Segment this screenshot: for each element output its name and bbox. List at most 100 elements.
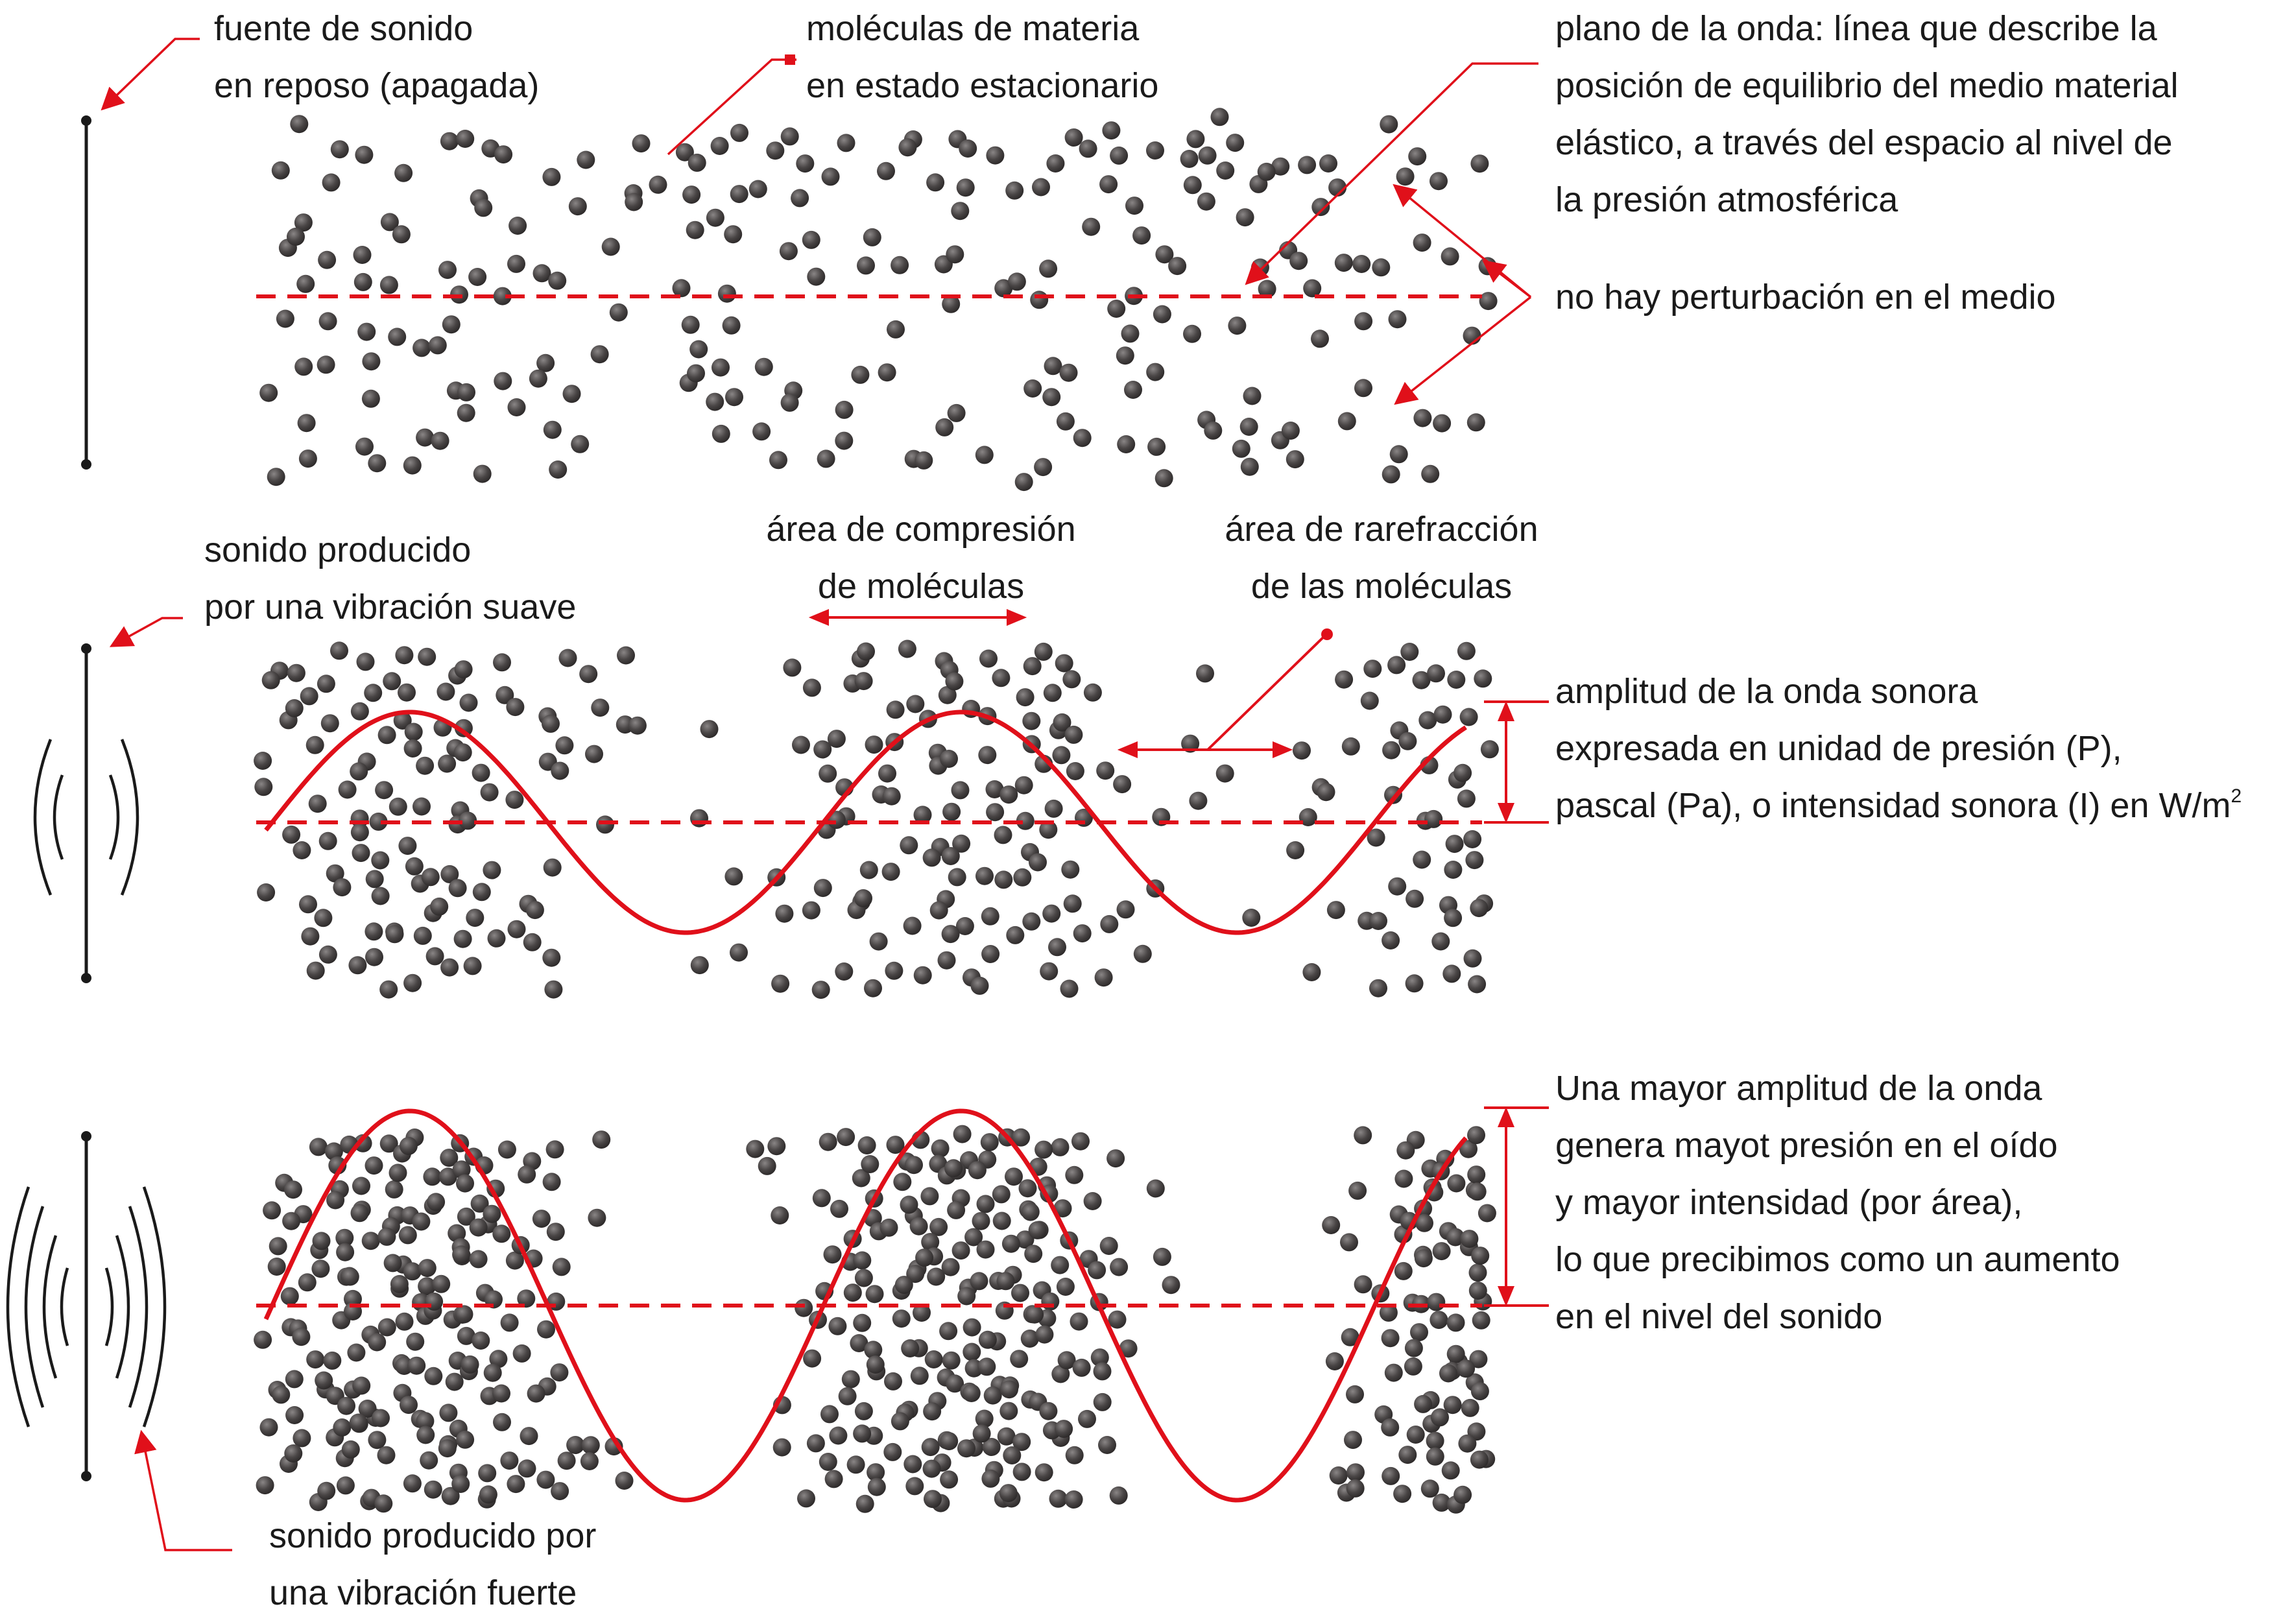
molecule <box>1042 904 1061 923</box>
molecule <box>922 1459 941 1478</box>
molecule <box>1398 732 1417 750</box>
molecule <box>596 815 614 834</box>
molecule <box>300 687 318 706</box>
molecule <box>1394 1261 1413 1280</box>
molecule <box>507 1475 525 1494</box>
molecule <box>712 424 730 443</box>
molecule <box>1382 1466 1400 1485</box>
molecule <box>795 1298 813 1317</box>
molecule <box>365 948 383 966</box>
molecule <box>1090 1348 1109 1367</box>
molecule <box>812 1189 831 1208</box>
molecule <box>493 653 511 672</box>
molecule <box>1326 901 1345 920</box>
molecule <box>939 1322 958 1341</box>
molecule <box>442 315 461 334</box>
rarefaction-bracket <box>1117 628 1333 758</box>
molecule <box>372 1409 390 1427</box>
molecule <box>886 700 905 719</box>
molecule <box>1051 1365 1070 1383</box>
molecule <box>1458 1434 1477 1453</box>
amplitude-label: amplitud de la onda sonora expresada en … <box>1555 672 2242 825</box>
molecule <box>981 1469 1000 1488</box>
molecule <box>1454 763 1472 782</box>
molecule <box>1110 1258 1129 1276</box>
molecule <box>1393 1485 1412 1503</box>
molecule <box>580 1452 599 1470</box>
molecule <box>468 268 487 286</box>
molecule <box>1040 962 1059 981</box>
molecule <box>550 1363 569 1382</box>
molecule <box>1480 740 1499 759</box>
molecule <box>754 357 773 376</box>
molecule <box>1014 776 1033 794</box>
molecule <box>590 345 609 364</box>
molecule <box>500 1451 519 1470</box>
molecule <box>352 844 370 863</box>
strong-source-leader <box>134 1429 232 1551</box>
molecule <box>389 1164 407 1182</box>
molecule <box>314 909 333 927</box>
molecule <box>347 1343 366 1362</box>
molecule <box>474 198 493 217</box>
molecule <box>1325 1352 1344 1370</box>
molecule <box>972 1424 991 1443</box>
molecule <box>986 146 1005 165</box>
molecule <box>827 730 846 748</box>
molecule <box>940 750 958 768</box>
molecule <box>424 1367 443 1385</box>
molecule <box>478 1464 497 1483</box>
molecule <box>846 1455 865 1474</box>
molecule <box>976 1240 995 1259</box>
molecule <box>1107 1149 1125 1168</box>
molecule <box>320 714 339 733</box>
molecule <box>706 208 724 227</box>
molecule <box>400 1396 418 1415</box>
molecule <box>398 1226 417 1245</box>
molecule <box>903 1455 922 1474</box>
molecule <box>469 1250 488 1269</box>
molecule <box>1459 1140 1477 1158</box>
molecule <box>1010 1350 1029 1368</box>
molecule <box>358 1400 377 1418</box>
molecule <box>1412 671 1431 689</box>
molecule <box>492 1384 510 1403</box>
molecule <box>317 355 335 374</box>
molecule <box>983 1386 1002 1405</box>
molecule <box>854 1269 873 1287</box>
molecule <box>767 1137 786 1156</box>
molecule <box>457 403 475 422</box>
molecule <box>1035 1463 1053 1482</box>
molecule <box>780 393 799 412</box>
molecule <box>813 740 832 759</box>
molecule <box>377 726 396 745</box>
molecule <box>1346 1479 1365 1498</box>
molecule <box>1334 254 1353 272</box>
molecule <box>1447 671 1466 689</box>
molecule <box>955 917 974 935</box>
molecule <box>403 456 422 475</box>
molecule <box>865 1285 884 1304</box>
molecule <box>259 1418 278 1437</box>
molecule <box>929 1217 948 1236</box>
molecule <box>1000 1380 1018 1399</box>
molecule <box>395 1312 414 1331</box>
molecule <box>887 320 905 339</box>
molecule <box>1196 664 1214 683</box>
molecule <box>1463 949 1482 968</box>
molecule <box>1043 684 1062 702</box>
molecule <box>1162 1276 1180 1295</box>
molecule <box>298 449 317 468</box>
molecule <box>1354 379 1372 398</box>
molecule <box>1293 741 1311 760</box>
molecule <box>1467 1165 1486 1184</box>
molecule <box>948 868 966 887</box>
molecule <box>355 437 374 456</box>
molecule <box>592 1130 611 1149</box>
molecule <box>780 127 799 146</box>
molecule <box>445 1372 464 1391</box>
molecule <box>706 392 724 411</box>
molecule <box>293 1429 311 1448</box>
molecule <box>1041 1292 1060 1311</box>
molecule <box>853 1424 872 1443</box>
